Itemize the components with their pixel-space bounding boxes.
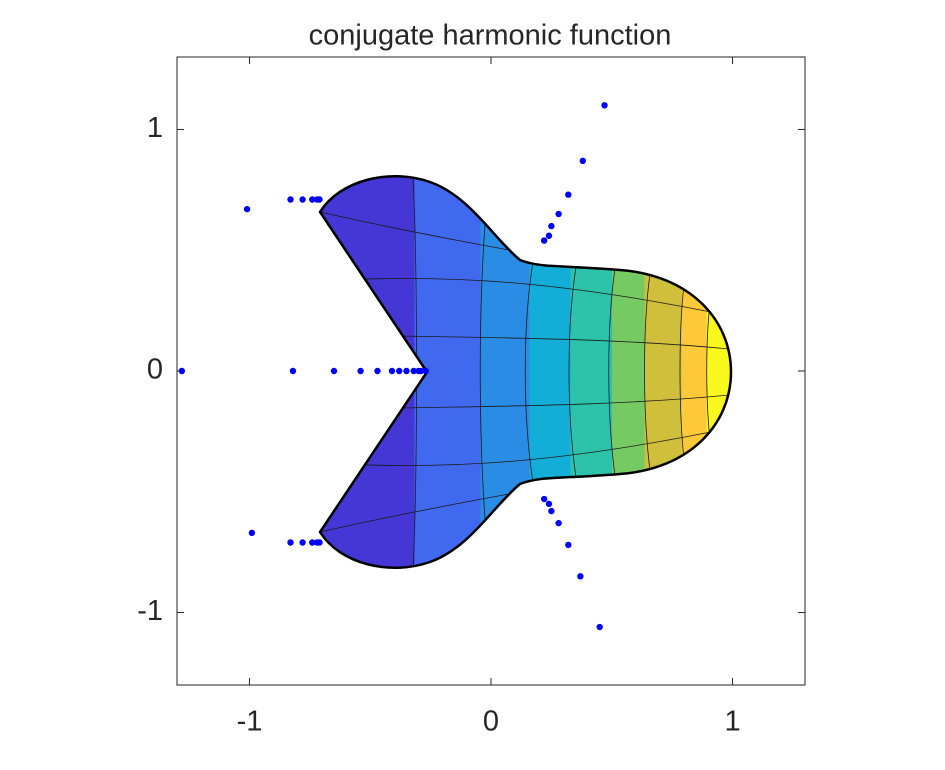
x-tick-label: 0 <box>483 706 499 738</box>
pole-point <box>374 367 381 375</box>
pole-point <box>403 367 410 375</box>
chart-title: conjugate harmonic function <box>309 20 672 52</box>
pole-point <box>388 367 396 375</box>
pole-point <box>330 367 338 375</box>
pole-point <box>545 232 553 239</box>
pole-point <box>357 367 364 375</box>
pole-point <box>243 205 251 213</box>
pole-point <box>540 237 548 244</box>
pole-point <box>577 573 584 580</box>
pole-point <box>289 367 297 375</box>
pole-point <box>565 191 572 198</box>
x-tick-label: 1 <box>724 706 740 738</box>
pole-point <box>548 507 555 515</box>
pole-point <box>596 623 603 631</box>
pole-point <box>579 157 586 165</box>
pole-point <box>396 367 403 375</box>
pole-point <box>545 500 553 508</box>
pole-point <box>555 519 562 527</box>
pole-point <box>548 222 555 230</box>
pole-point <box>178 367 186 375</box>
y-tick-label: -1 <box>137 595 163 627</box>
pole-point <box>316 196 323 203</box>
pole-point <box>287 539 294 546</box>
pole-point <box>309 539 316 546</box>
pole-point <box>540 495 548 503</box>
pole-point <box>248 529 256 537</box>
pole-point <box>601 102 608 109</box>
pole-point <box>422 367 429 375</box>
y-tick-label: 1 <box>147 112 163 144</box>
pole-point <box>316 539 323 546</box>
pole-point <box>410 367 417 375</box>
pole-point <box>565 541 572 549</box>
pole-point <box>309 196 316 203</box>
pole-point <box>417 367 425 375</box>
y-tick-label: 0 <box>147 354 163 386</box>
pole-point <box>299 539 306 546</box>
pole-point <box>555 210 562 218</box>
pole-point <box>299 196 306 203</box>
pole-point <box>287 196 294 203</box>
x-tick-label: -1 <box>237 706 263 738</box>
